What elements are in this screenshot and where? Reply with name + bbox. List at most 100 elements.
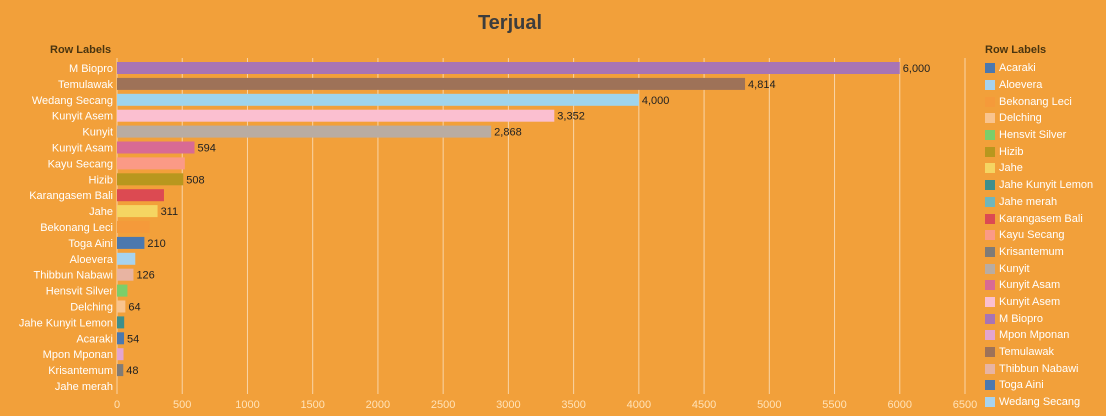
x-tick-label: 6000 [888, 399, 912, 411]
bar [117, 300, 126, 313]
x-tick-label: 6500 [953, 399, 977, 411]
legend-swatch [985, 246, 995, 257]
bar [117, 221, 150, 233]
category-label: Krisantemum [48, 365, 113, 377]
legend-label: Temulawak [999, 346, 1055, 359]
legend-swatch [985, 230, 995, 241]
legend-swatch [985, 80, 995, 91]
legend-swatch [985, 196, 995, 207]
legend-item: Karangasem Bali [985, 210, 1106, 227]
legend-swatch [985, 113, 995, 124]
bar [117, 316, 125, 329]
category-label: Karangasem Bali [29, 190, 113, 202]
legend-swatch [985, 146, 995, 157]
category-label: Kayu Secang [48, 158, 113, 170]
legend-item: Toga Aini [985, 377, 1106, 394]
legend-item: Kunyit [985, 260, 1106, 277]
category-label: Hensvit Silver [46, 286, 114, 298]
category-label: Jahe merah [55, 381, 113, 393]
data-label: 6,000 [903, 63, 931, 75]
legend-label: Acaraki [999, 62, 1036, 75]
category-label: Kunyit Asem [52, 111, 113, 123]
data-label: 311 [161, 206, 179, 218]
legend-items: Acaraki Aloevera Bekonang Leci Delching Hens… [985, 60, 1106, 410]
legend-label: Delching [999, 112, 1042, 125]
legend-item: Jahe Kunyit Lemon [985, 177, 1106, 194]
category-label: Kunyit Asam [52, 143, 113, 155]
category-label: Wedang Secang [32, 95, 113, 107]
legend-swatch [985, 313, 995, 324]
legend-label: M Biopro [999, 312, 1044, 325]
legend-item: Hizib [985, 143, 1106, 160]
category-label: Jahe Kunyit Lemon [19, 317, 113, 329]
legend-item: Mpon Mponan [985, 327, 1106, 344]
x-tick-label: 0 [114, 399, 120, 411]
bar [117, 284, 128, 297]
bar [117, 93, 639, 106]
category-label: Mpon Mponan [43, 349, 113, 361]
data-label: 4,000 [642, 95, 670, 107]
category-label: Kunyit [82, 127, 113, 139]
bar [117, 62, 900, 74]
legend-title: Row Labels [985, 44, 1047, 56]
legend-swatch [985, 263, 995, 274]
data-label: 2,868 [494, 127, 522, 139]
x-tick-label: 4000 [627, 399, 651, 411]
legend-item: Kunyit Asem [985, 294, 1106, 311]
x-tick-label: 2000 [366, 399, 390, 411]
legend-label: Hizib [999, 145, 1024, 158]
category-label: Thibbun Nabawi [34, 270, 114, 282]
legend-item: Bekonang Leci [985, 93, 1106, 110]
legend-label: Kayu Secang [999, 229, 1065, 242]
x-tick-label: 1000 [235, 399, 259, 411]
bar [117, 205, 158, 218]
bar [117, 364, 124, 377]
x-tick-label: 1500 [300, 399, 324, 411]
data-label: 48 [126, 365, 138, 377]
chart-title: Terjual [477, 12, 543, 34]
legend-label: Bekonang Leci [999, 95, 1072, 108]
legend-label: Thibbun Nabawi [999, 362, 1079, 375]
x-tick-label: 2500 [431, 399, 455, 411]
bar [117, 173, 184, 186]
x-tick-label: 5500 [822, 399, 846, 411]
legend-item: Hensvit Silver [985, 127, 1106, 144]
legend-swatch [985, 130, 995, 141]
legend-label: Kunyit Asam [999, 279, 1061, 292]
x-tick-label: 5000 [757, 399, 781, 411]
bar [117, 348, 124, 361]
category-label: Temulawak [58, 79, 114, 91]
legend-label: Karangasem Bali [999, 212, 1083, 225]
bars [117, 62, 900, 377]
labels: 0 500 1000 1500 2000 2500 3000 3500 4000 4500 5000… [19, 63, 977, 411]
legend-item: Thibbun Nabawi [985, 360, 1106, 377]
legend-item: Acaraki [985, 60, 1106, 77]
bar [117, 252, 136, 265]
legend-swatch [985, 363, 995, 374]
legend-label: Mpon Mponan [999, 329, 1070, 342]
gridlines [116, 58, 966, 394]
bar [117, 109, 555, 122]
legend-label: Toga Aini [999, 379, 1044, 392]
bar [117, 332, 125, 345]
category-label: Toga Aini [68, 238, 113, 250]
data-label: 126 [136, 270, 154, 282]
bar [117, 77, 746, 90]
legend-swatch [985, 180, 995, 191]
x-tick-label: 500 [173, 399, 191, 411]
category-label: Jahe [89, 206, 113, 218]
legend-label: Wedang Secang [999, 396, 1081, 409]
x-tick-label: 3500 [561, 399, 585, 411]
legend-item: Aloevera [985, 77, 1106, 94]
legend-swatch [985, 380, 995, 391]
legend-label: Krisantemum [999, 245, 1064, 258]
legend-label: Jahe [999, 162, 1023, 175]
bar [117, 236, 145, 249]
legend-swatch [985, 96, 995, 107]
data-label: 64 [128, 302, 140, 314]
bar [117, 189, 164, 202]
legend-label: Hensvit Silver [999, 129, 1067, 142]
legend-label: Aloevera [999, 79, 1043, 92]
legend-item: Wedang Secang [985, 394, 1106, 411]
